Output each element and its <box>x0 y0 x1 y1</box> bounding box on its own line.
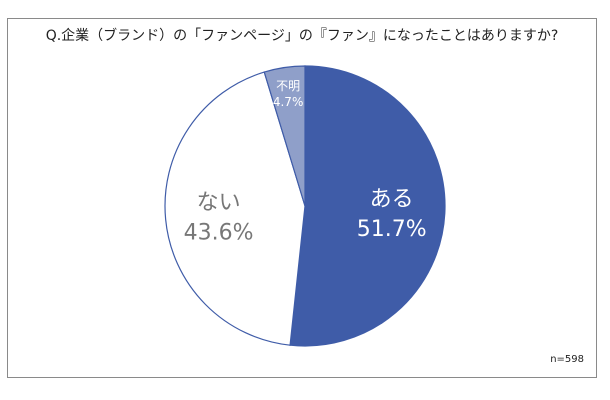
slice-label-2: 不明 <box>276 79 300 93</box>
pie-slice-2 <box>263 65 306 207</box>
slice-value-0: 51.7% <box>357 217 427 242</box>
slice-value-2: 4.7% <box>273 95 304 109</box>
chart-frame: Q.企業（ブランド）の「ファンページ」の『ファン』になったことはありますか? あ… <box>7 18 597 378</box>
pie-slice-1 <box>164 71 306 346</box>
slice-value-1: 43.6% <box>184 220 254 245</box>
slice-label-1: ない <box>197 191 241 216</box>
pie-slice-0 <box>289 65 446 347</box>
slice-label-0: ある <box>370 187 414 212</box>
pie-chart: ある 51.7% ない 43.6% 不明 4.7% <box>164 65 446 347</box>
chart-title: Q.企業（ブランド）の「ファンページ」の『ファン』になったことはありますか? <box>45 28 559 44</box>
sample-size-note: n=598 <box>550 354 584 365</box>
